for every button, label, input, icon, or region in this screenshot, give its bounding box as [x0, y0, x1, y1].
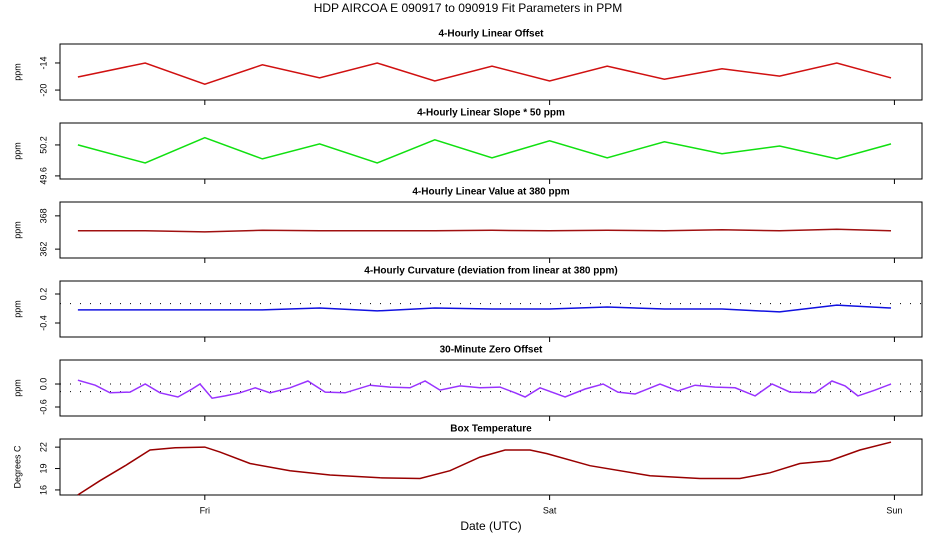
y-axis-label: ppm	[12, 142, 22, 160]
panel-title: 4-Hourly Curvature (deviation from linea…	[364, 266, 617, 277]
y-axis-label: ppm	[12, 221, 22, 239]
data-line	[77, 441, 892, 496]
plot-frame	[59, 201, 923, 259]
y-tick-label: -0.6	[38, 399, 48, 415]
plot-frame	[59, 438, 923, 496]
y-tick-label: 50.2	[38, 136, 48, 154]
y-tick-label: -20	[38, 84, 48, 97]
chart-title: HDP AIRCOA E 090917 to 090919 Fit Parame…	[314, 1, 623, 15]
plot-frame	[59, 122, 923, 180]
x-axis-label: Date (UTC)	[460, 519, 521, 533]
y-axis-label: ppm	[12, 63, 22, 81]
data-line	[77, 136, 892, 164]
y-axis-label: Degrees C	[12, 445, 22, 489]
y-axis-label: ppm	[12, 300, 22, 318]
y-tick-label: 362	[38, 242, 48, 257]
y-tick-label: 22	[38, 442, 48, 452]
data-line	[77, 228, 892, 233]
panel-title: 4-Hourly Linear Offset	[438, 29, 544, 40]
data-line	[77, 379, 892, 400]
y-tick-label: 16	[38, 485, 48, 495]
plot-frame	[59, 43, 923, 101]
y-axis-label: ppm	[12, 379, 22, 397]
y-tick-label: 368	[38, 208, 48, 223]
panel-title: Box Temperature	[450, 424, 532, 435]
y-tick-label: 0.0	[38, 378, 48, 391]
y-tick-label: 0.2	[38, 288, 48, 301]
plot-frame	[59, 280, 923, 338]
panel-title: 30-Minute Zero Offset	[440, 345, 543, 356]
plot-frame	[59, 359, 923, 417]
x-tick-label: Sun	[886, 505, 902, 515]
x-tick-label: Fri	[200, 505, 211, 515]
x-tick-label: Sat	[543, 505, 557, 515]
data-line	[77, 62, 892, 85]
y-tick-label: -14	[38, 56, 48, 69]
y-tick-label: -0.4	[38, 315, 48, 331]
panel-title: 4-Hourly Linear Slope * 50 ppm	[417, 108, 565, 119]
y-tick-label: 19	[38, 464, 48, 474]
data-line	[77, 304, 892, 313]
panel-title: 4-Hourly Linear Value at 380 ppm	[412, 187, 569, 198]
y-tick-label: 49.6	[38, 167, 48, 185]
